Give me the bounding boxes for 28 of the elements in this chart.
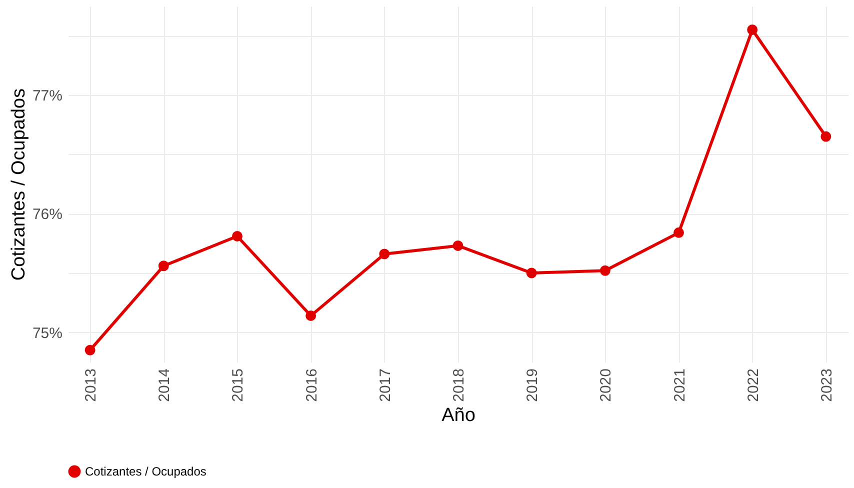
x-tick-label: 2015 [230, 368, 247, 402]
x-tick-label: 2013 [82, 368, 100, 402]
x-tick-label: 2016 [303, 368, 320, 402]
point [600, 265, 610, 276]
point [158, 260, 169, 272]
point [820, 131, 832, 142]
x-tick-label: 2019 [524, 368, 542, 402]
x-tick-label: 2023 [818, 368, 836, 402]
x-tick-label: 2020 [598, 368, 615, 402]
point [452, 240, 464, 251]
point [674, 227, 684, 238]
x-tick-label: 2014 [156, 368, 174, 402]
y-tick-label: 77% [32, 88, 62, 104]
y-tick-label: 76% [32, 206, 62, 224]
x-tick-label: 2017 [376, 368, 394, 402]
y-tick-label: 75% [32, 324, 62, 342]
y-axis-title: Cotizantes / Ocupados [8, 88, 30, 281]
point [379, 248, 390, 260]
point [306, 310, 316, 321]
point [526, 268, 537, 278]
point [84, 344, 96, 356]
x-axis-title: Año [442, 404, 476, 426]
x-tick-label: 2018 [450, 368, 468, 402]
point [747, 24, 758, 35]
x-tick-label: 2022 [744, 368, 762, 402]
x-tick-label: 2021 [671, 368, 688, 402]
point [232, 230, 242, 242]
legend-label: Cotizantes / Ocupados [85, 464, 206, 478]
